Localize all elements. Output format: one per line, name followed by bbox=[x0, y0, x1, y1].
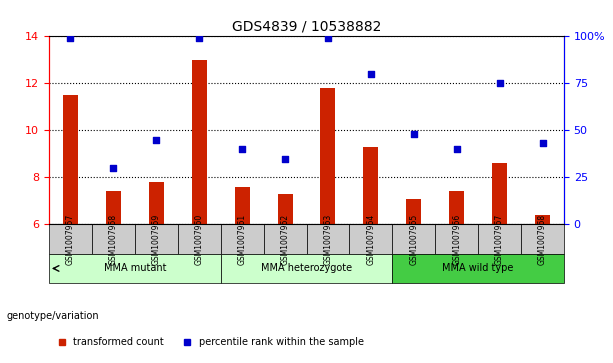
Text: MMA mutant: MMA mutant bbox=[104, 264, 166, 273]
FancyBboxPatch shape bbox=[135, 224, 178, 254]
Bar bbox=[106, 191, 121, 224]
Bar bbox=[192, 60, 207, 224]
Point bbox=[66, 35, 75, 41]
FancyBboxPatch shape bbox=[49, 254, 221, 283]
Legend: transformed count, percentile rank within the sample: transformed count, percentile rank withi… bbox=[54, 333, 368, 351]
FancyBboxPatch shape bbox=[392, 254, 564, 283]
Text: GSM1007966: GSM1007966 bbox=[452, 213, 461, 265]
Text: GSM1007957: GSM1007957 bbox=[66, 213, 75, 265]
Bar bbox=[449, 191, 464, 224]
FancyBboxPatch shape bbox=[306, 224, 349, 254]
Title: GDS4839 / 10538882: GDS4839 / 10538882 bbox=[232, 20, 381, 34]
Point bbox=[109, 165, 118, 171]
Text: GSM1007964: GSM1007964 bbox=[367, 213, 375, 265]
FancyBboxPatch shape bbox=[92, 224, 135, 254]
FancyBboxPatch shape bbox=[349, 224, 392, 254]
Point bbox=[538, 140, 547, 146]
FancyBboxPatch shape bbox=[178, 224, 221, 254]
Point bbox=[323, 35, 333, 41]
Text: GSM1007962: GSM1007962 bbox=[281, 213, 289, 265]
Text: GSM1007965: GSM1007965 bbox=[409, 213, 418, 265]
Text: GSM1007968: GSM1007968 bbox=[538, 213, 547, 265]
Bar bbox=[235, 187, 249, 224]
Point bbox=[495, 81, 504, 86]
Bar bbox=[278, 194, 292, 224]
Point bbox=[366, 71, 376, 77]
Bar bbox=[535, 215, 550, 224]
FancyBboxPatch shape bbox=[435, 224, 478, 254]
Bar bbox=[149, 182, 164, 224]
Point bbox=[194, 35, 204, 41]
Text: GSM1007960: GSM1007960 bbox=[195, 213, 204, 265]
Text: genotype/variation: genotype/variation bbox=[6, 311, 99, 321]
FancyBboxPatch shape bbox=[264, 224, 306, 254]
FancyBboxPatch shape bbox=[392, 224, 435, 254]
Bar bbox=[321, 88, 335, 224]
FancyBboxPatch shape bbox=[478, 224, 521, 254]
Text: GSM1007961: GSM1007961 bbox=[238, 213, 246, 265]
Point bbox=[237, 146, 247, 152]
Point bbox=[151, 137, 161, 143]
Text: MMA heterozygote: MMA heterozygote bbox=[261, 264, 352, 273]
Point bbox=[452, 146, 462, 152]
Bar bbox=[492, 163, 507, 224]
FancyBboxPatch shape bbox=[521, 224, 564, 254]
Text: GSM1007959: GSM1007959 bbox=[152, 213, 161, 265]
Text: GSM1007963: GSM1007963 bbox=[324, 213, 332, 265]
FancyBboxPatch shape bbox=[221, 254, 392, 283]
Text: MMA wild type: MMA wild type bbox=[443, 264, 514, 273]
Point bbox=[409, 131, 419, 137]
Bar bbox=[406, 199, 421, 224]
Text: GSM1007958: GSM1007958 bbox=[109, 213, 118, 265]
Bar bbox=[364, 147, 378, 224]
Bar bbox=[63, 95, 78, 224]
FancyBboxPatch shape bbox=[49, 224, 92, 254]
FancyBboxPatch shape bbox=[221, 224, 264, 254]
Point bbox=[280, 156, 290, 162]
Text: GSM1007967: GSM1007967 bbox=[495, 213, 504, 265]
